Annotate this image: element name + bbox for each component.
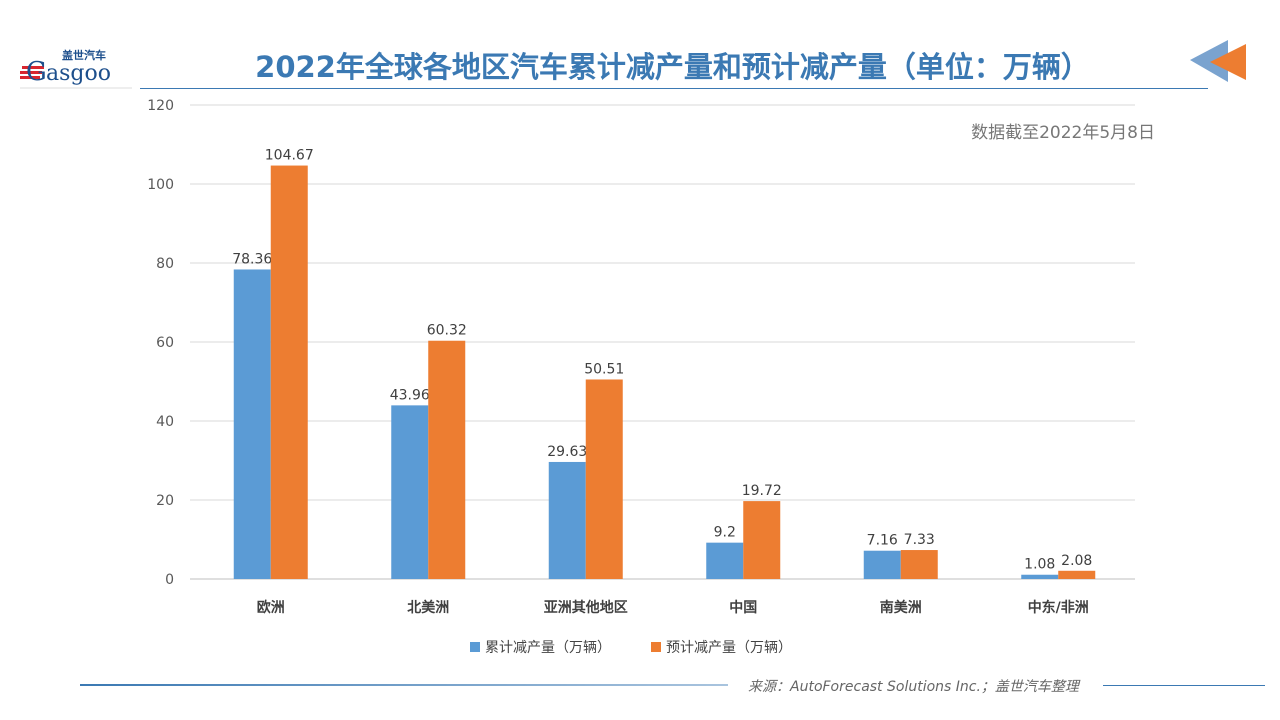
bar-forecast — [428, 340, 466, 579]
data-label: 29.63 — [547, 444, 587, 460]
bar-forecast — [743, 501, 781, 579]
data-label: 50.51 — [584, 361, 624, 377]
svg-text:asgoo: asgoo — [46, 61, 111, 86]
data-label: 78.36 — [232, 251, 272, 267]
bar-cumulative — [548, 461, 586, 579]
data-label: 104.67 — [265, 148, 314, 164]
legend-item-forecast: 预计减产量（万辆） — [651, 637, 792, 657]
data-label: 7.16 — [867, 533, 898, 549]
x-tick-label: 南美洲 — [880, 599, 922, 616]
data-label: 7.33 — [904, 532, 935, 548]
bar-cumulative — [706, 542, 744, 579]
data-label: 9.2 — [714, 525, 736, 541]
data-date-note: 数据截至2022年5月8日 — [971, 123, 1155, 143]
bar-forecast — [1058, 570, 1096, 579]
legend: 累计减产量（万辆） 预计减产量（万辆） — [470, 637, 792, 657]
footer-divider-left — [80, 684, 728, 686]
legend-label: 预计减产量（万辆） — [666, 640, 792, 656]
footer-divider-right — [1103, 685, 1265, 686]
bar-cumulative — [391, 405, 429, 579]
title-underline — [140, 88, 1208, 89]
x-tick-label: 亚洲其他地区 — [544, 599, 628, 616]
data-label: 60.32 — [427, 323, 467, 339]
back-arrow-icon[interactable] — [1188, 38, 1248, 86]
x-tick-label: 欧洲 — [257, 599, 285, 616]
svg-text:盖世汽车: 盖世汽车 — [62, 48, 106, 62]
y-tick-label: 0 — [165, 572, 174, 588]
x-tick-label: 中东/非洲 — [1028, 599, 1089, 616]
bar-cumulative — [233, 269, 271, 579]
legend-swatch — [651, 642, 661, 652]
bar-forecast — [270, 165, 308, 579]
legend-swatch — [470, 642, 480, 652]
chart-title: 2022年全球各地区汽车累计减产量和预计减产量（单位：万辆） — [255, 50, 1090, 84]
data-label: 1.08 — [1024, 557, 1055, 573]
legend-item-cumulative: 累计减产量（万辆） — [470, 637, 611, 657]
gasgoo-logo: G asgoo 盖世汽车 — [20, 48, 132, 89]
bar-cumulative — [1021, 574, 1059, 579]
x-tick-label: 中国 — [729, 599, 757, 616]
y-tick-label: 20 — [156, 493, 174, 509]
y-tick-label: 100 — [147, 177, 174, 193]
source-note: 来源：AutoForecast Solutions Inc.；盖世汽车整理 — [748, 679, 1079, 695]
data-label: 43.96 — [390, 387, 430, 403]
y-tick-label: 120 — [147, 98, 174, 114]
legend-label: 累计减产量（万辆） — [485, 640, 611, 656]
bar-cumulative — [863, 550, 901, 579]
x-tick-label: 北美洲 — [407, 599, 449, 616]
data-label: 2.08 — [1061, 553, 1092, 569]
data-label: 19.72 — [742, 483, 782, 499]
y-tick-label: 80 — [156, 256, 174, 272]
svg-text:G: G — [26, 57, 47, 87]
bar-forecast — [900, 550, 938, 579]
y-tick-label: 60 — [156, 335, 174, 351]
y-tick-label: 40 — [156, 414, 174, 430]
bar-forecast — [585, 379, 623, 579]
